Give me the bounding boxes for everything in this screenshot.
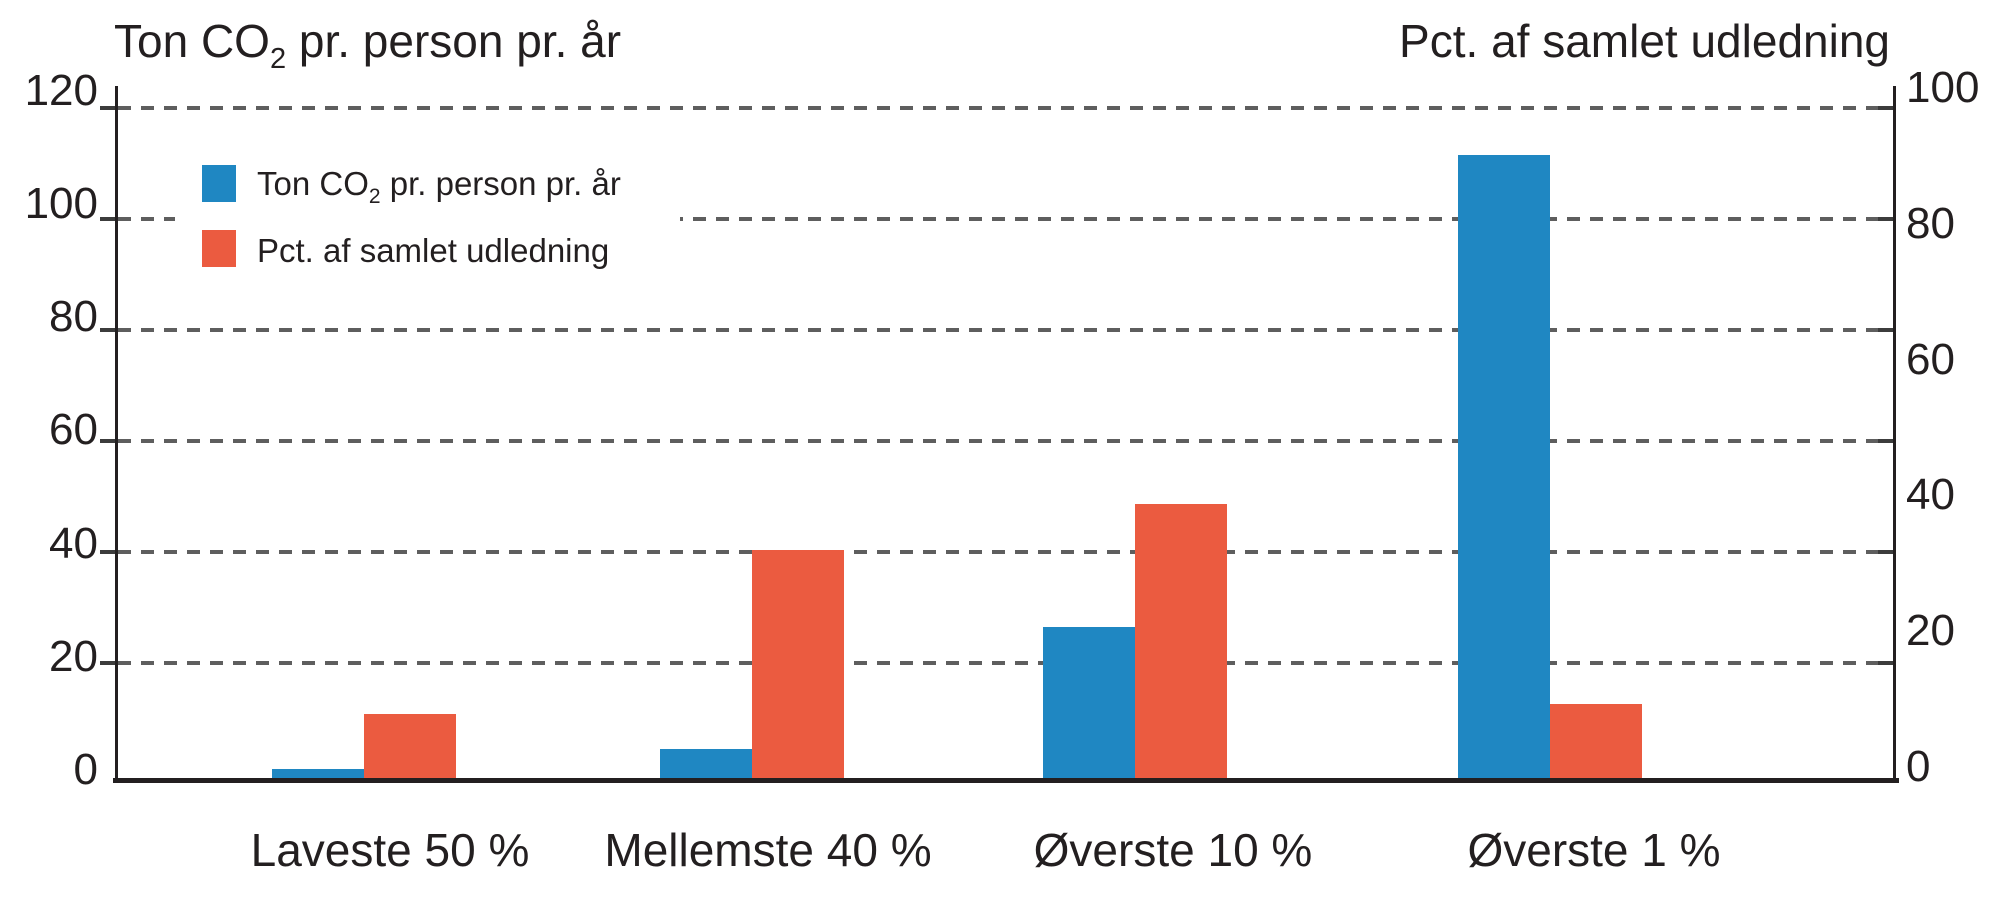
bar-pct-3 [1550,703,1642,783]
left-axis-tick-120 [100,105,118,110]
left-axis-label-0: 0 [73,744,98,794]
co2-subscript: 2 [269,43,287,75]
right-axis-tick-120 [1878,105,1896,110]
legend-swatch-orange [202,230,236,267]
category-label-3: Øverste 1 % [1467,824,1721,876]
gridline-40 [118,549,1893,554]
left-axis-title-text: Ton CO [114,15,270,67]
legend-swatch-blue [202,165,236,202]
legend-label-blue-text: Ton CO [257,165,369,202]
right-axis-label-40: 40 [1906,470,1955,520]
y-axis-right-line [1893,86,1896,783]
gridline-80 [118,327,1893,332]
right-axis-label-80: 80 [1906,198,1955,248]
left-axis-label-120: 120 [24,65,98,115]
left-axis-label-100: 100 [24,178,98,228]
right-axis-tick-80 [1878,327,1896,332]
left-axis-label-20: 20 [49,631,98,681]
left-axis-tick-40 [100,549,118,554]
right-axis-tick-100 [1878,216,1896,221]
right-axis-tick-40 [1878,549,1896,554]
bar-ton-co2-2 [1043,626,1135,783]
category-label-2: Øverste 10 % [1033,824,1313,876]
right-axis-tick-20 [1878,661,1896,665]
right-axis-label-100: 100 [1906,63,1980,113]
bar-pct-2 [1135,503,1227,783]
left-axis-label-40: 40 [49,518,98,568]
left-axis-tick-60 [100,438,118,443]
bar-pct-1 [752,550,844,783]
left-axis-tick-20 [100,661,118,665]
right-axis-label-0: 0 [1906,741,1931,791]
legend-label-blue: Ton CO2 pr. person pr. år [257,165,621,208]
y-axis-left-line [115,86,118,783]
bar-pct-0 [364,713,456,783]
bar-ton-co2-3 [1458,154,1550,783]
legend-label-blue-rest: pr. person pr. år [380,165,621,202]
legend-label-orange: Pct. af samlet udledning [257,232,610,269]
right-axis-tick-60 [1878,438,1896,443]
gridline-100 [118,216,1893,221]
x-axis-line [113,778,1899,783]
gridline-20 [118,661,1893,665]
left-axis-label-60: 60 [49,405,98,455]
gridline-60 [118,438,1893,443]
gridline-120 [118,105,1893,110]
left-axis-tick-100 [100,216,118,221]
right-axis-label-20: 20 [1906,606,1955,655]
legend-co2-subscript: 2 [368,185,381,208]
left-axis-title-rest: pr. person pr. år [286,15,622,67]
left-axis-tick-80 [100,327,118,332]
legend: Ton CO2 pr. person pr. år Pct. af samlet… [175,148,680,286]
left-axis-title: Ton CO2 pr. person pr. år [114,12,621,77]
left-axis-label-80: 80 [49,292,98,342]
right-axis-title: Pct. af samlet udledning [1399,15,1890,67]
category-label-1: Mellemste 40 % [604,824,932,876]
bar-ton-co2-1 [660,749,752,783]
category-label-0: Laveste 50 % [250,824,530,876]
right-axis-label-60: 60 [1906,334,1955,384]
